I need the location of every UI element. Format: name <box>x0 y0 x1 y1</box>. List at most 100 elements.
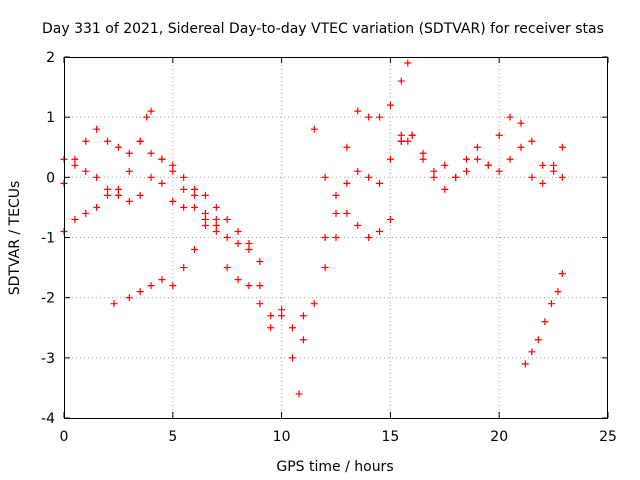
data-point <box>343 209 351 217</box>
data-point <box>93 125 101 133</box>
data-point <box>365 113 373 121</box>
data-point <box>554 288 562 296</box>
data-point <box>354 107 362 115</box>
data-point <box>288 354 296 362</box>
data-point <box>278 312 286 320</box>
data-point <box>534 336 542 344</box>
data-point <box>528 348 536 356</box>
data-point <box>539 179 547 187</box>
data-point <box>495 131 503 139</box>
data-point <box>201 209 209 217</box>
plot-frame <box>64 57 608 419</box>
data-point <box>71 215 79 223</box>
x-tick-label: 0 <box>60 429 69 445</box>
data-point <box>136 288 144 296</box>
data-point <box>354 221 362 229</box>
data-point <box>408 131 416 139</box>
data-point <box>114 143 122 151</box>
data-point <box>201 221 209 229</box>
data-point <box>212 227 220 235</box>
data-point <box>558 270 566 278</box>
data-point <box>191 203 199 211</box>
data-point <box>267 312 275 320</box>
data-point <box>332 209 340 217</box>
data-point <box>550 167 558 175</box>
data-point <box>147 149 155 157</box>
data-point <box>376 113 384 121</box>
data-point <box>343 179 351 187</box>
series-track-5 <box>310 59 412 199</box>
y-tick-label: -3 <box>41 351 55 367</box>
data-point <box>386 101 394 109</box>
data-point <box>212 221 220 229</box>
data-point <box>310 300 318 308</box>
data-point <box>234 240 242 248</box>
data-point <box>245 240 253 248</box>
data-point <box>93 173 101 181</box>
data-point <box>386 215 394 223</box>
data-point <box>386 155 394 163</box>
data-point <box>547 300 555 308</box>
data-point <box>71 155 79 163</box>
data-point <box>201 191 209 199</box>
data-point <box>212 215 220 223</box>
data-point <box>136 191 144 199</box>
x-tick-label: 20 <box>490 429 508 445</box>
data-point <box>321 173 329 181</box>
data-point <box>430 173 438 181</box>
y-tick-label: 2 <box>46 50 55 66</box>
data-point <box>463 167 471 175</box>
data-point <box>321 234 329 241</box>
data-point <box>397 131 405 139</box>
data-point <box>82 167 90 175</box>
data-point <box>104 191 112 199</box>
data-point <box>147 282 155 290</box>
data-point <box>321 264 329 272</box>
data-point <box>256 258 264 266</box>
data-point <box>278 306 286 314</box>
data-point <box>180 203 188 211</box>
data-point <box>343 143 351 151</box>
data-point <box>180 264 188 272</box>
data-point <box>430 167 438 175</box>
data-point <box>125 197 133 205</box>
data-point <box>234 227 242 235</box>
data-point <box>452 173 460 181</box>
data-point <box>495 167 503 175</box>
data-point <box>539 161 547 169</box>
data-point <box>506 155 514 163</box>
data-point <box>541 318 549 326</box>
y-axis-label: SDTVAR / TECUs <box>7 181 23 296</box>
data-point <box>143 113 151 121</box>
data-point <box>223 264 231 272</box>
data-point <box>71 161 79 169</box>
data-point <box>376 227 384 235</box>
data-point <box>245 282 253 290</box>
data-point <box>397 77 405 85</box>
data-point <box>365 173 373 181</box>
data-point <box>332 234 340 241</box>
data-point <box>169 167 177 175</box>
data-point <box>256 300 264 308</box>
data-point <box>463 155 471 163</box>
chart-title: Day 331 of 2021, Sidereal Day-to-day VTE… <box>42 21 604 37</box>
data-point <box>169 282 177 290</box>
data-point <box>82 209 90 217</box>
data-point <box>528 137 536 145</box>
x-tick-label: 15 <box>381 429 399 445</box>
data-point <box>158 276 166 284</box>
data-point <box>125 294 133 302</box>
data-point <box>104 185 112 193</box>
data-point <box>299 336 307 344</box>
data-series <box>60 59 566 398</box>
series-track-6 <box>321 131 566 241</box>
data-point <box>201 215 209 223</box>
data-point <box>441 185 449 193</box>
data-point <box>517 119 525 127</box>
data-point <box>223 215 231 223</box>
data-point <box>419 155 427 163</box>
data-point <box>267 324 275 332</box>
data-point <box>473 155 481 163</box>
data-point <box>365 234 373 241</box>
data-point <box>223 234 231 241</box>
